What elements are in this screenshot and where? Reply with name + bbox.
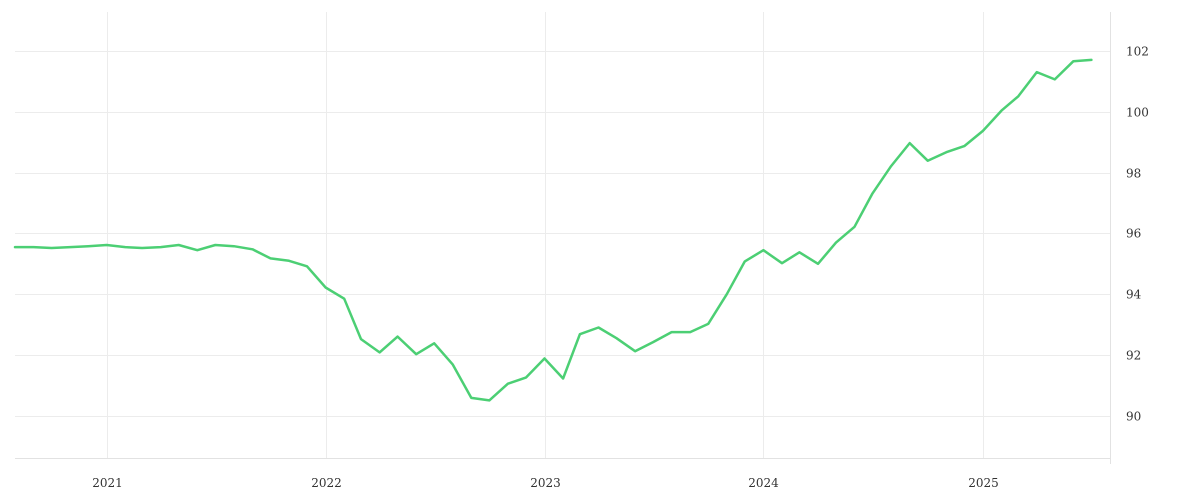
x-tick-label: 2023 [530, 476, 561, 490]
x-tick-label: 2024 [748, 476, 779, 490]
series-line-0 [13, 58, 1093, 402]
y-tick-label: 96 [1126, 227, 1141, 241]
gridlines [15, 12, 1110, 458]
y-tick-label: 100 [1126, 106, 1149, 120]
series-layer [13, 58, 1093, 402]
tick-labels: 2021 2022 2023 2024 2025 90 92 94 96 98 100 102 [92, 45, 1149, 491]
x-tick-label: 2022 [311, 476, 342, 490]
axes [15, 12, 1111, 464]
y-tick-label: 94 [1126, 288, 1142, 302]
y-tick-label: 92 [1126, 349, 1141, 363]
y-tick-label: 90 [1126, 410, 1141, 424]
y-tick-label: 102 [1126, 45, 1149, 59]
y-tick-label: 98 [1126, 167, 1141, 181]
x-tick-label: 2021 [92, 476, 123, 490]
x-tick-label: 2025 [968, 476, 999, 490]
